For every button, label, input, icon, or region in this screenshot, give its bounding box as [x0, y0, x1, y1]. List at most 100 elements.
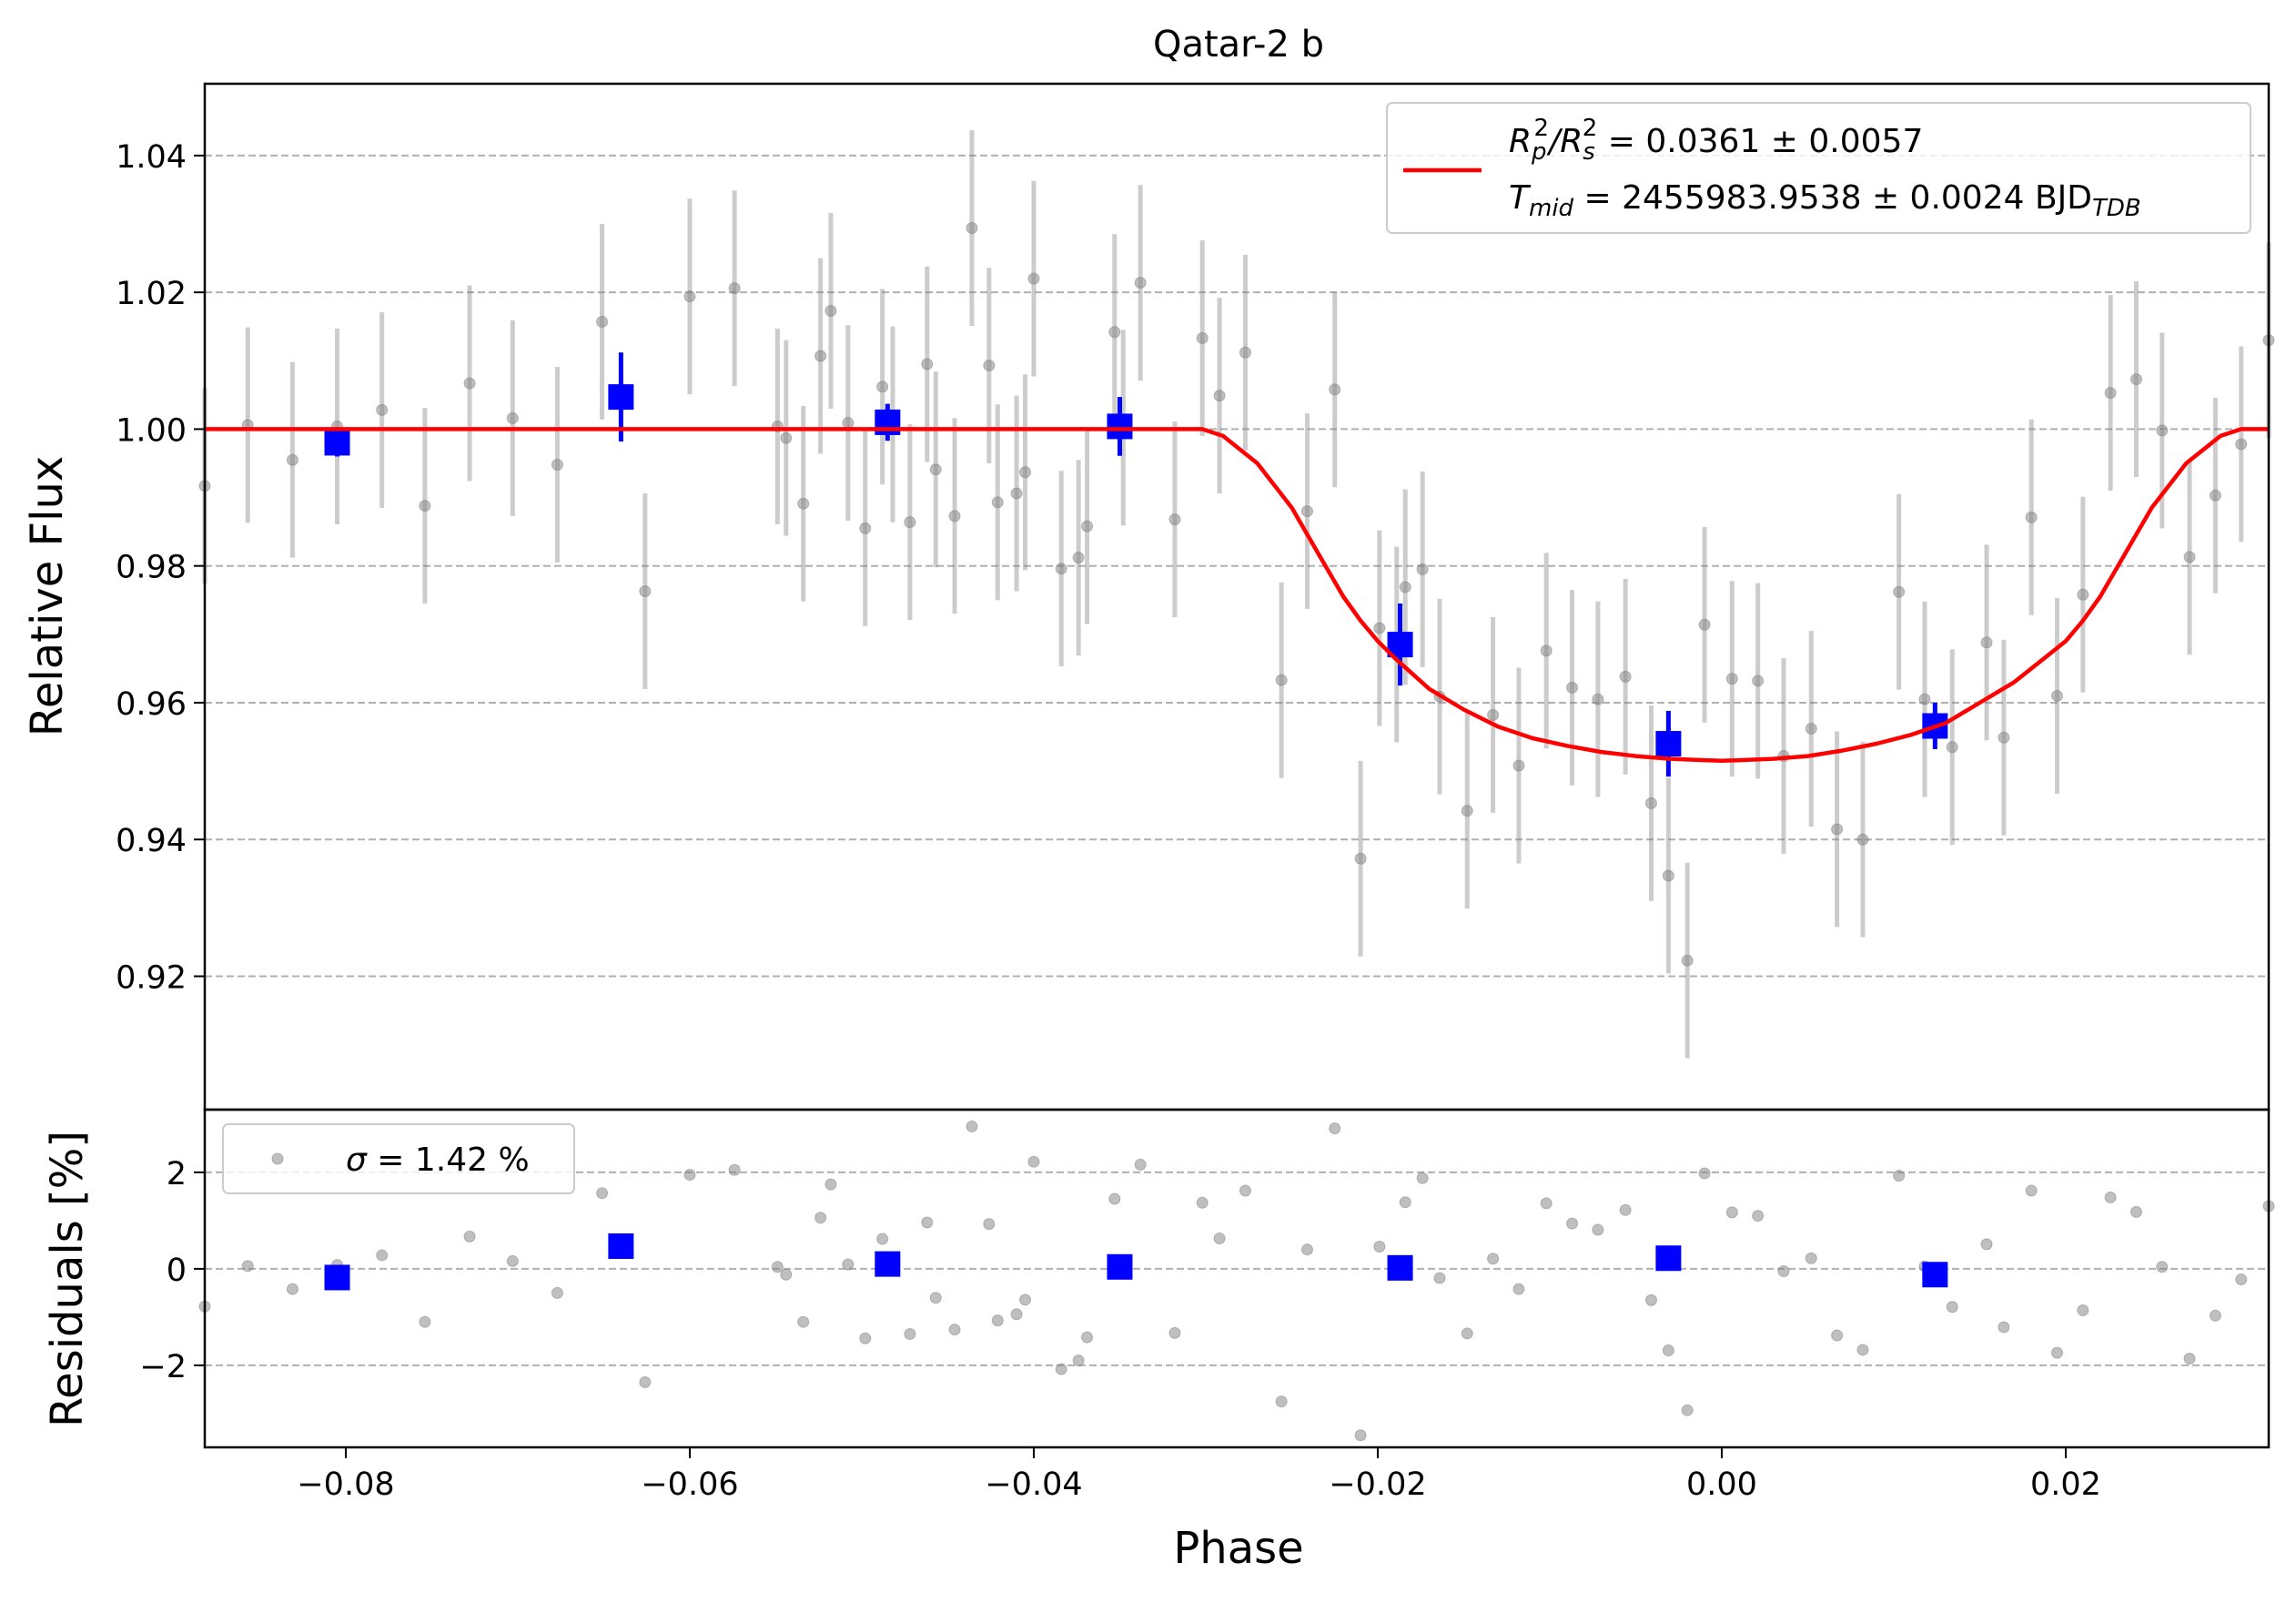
raw-data-point — [824, 304, 837, 317]
raw-data-point — [1946, 741, 1958, 754]
raw-data-point — [2235, 438, 2248, 451]
raw-data-point — [1592, 693, 1604, 705]
raw-data-point — [1893, 585, 1906, 598]
raw-data-point — [2156, 424, 2169, 437]
residual-y-ticks: −2 0 2 — [139, 1156, 205, 1385]
residual-raw-point — [1644, 1294, 1657, 1306]
raw-data-point — [1662, 869, 1674, 882]
raw-data-point — [1644, 796, 1657, 809]
residual-raw-point — [1108, 1192, 1121, 1205]
residual-raw-point — [1027, 1155, 1040, 1168]
raw-data-point — [966, 222, 978, 235]
residual-raw-point — [1777, 1265, 1790, 1278]
main-y-tick-label: 1.04 — [116, 139, 187, 176]
residual-raw-point — [1239, 1184, 1251, 1197]
residual-raw-point — [376, 1249, 389, 1262]
residual-raw-point — [596, 1187, 609, 1200]
residual-raw-point — [419, 1315, 431, 1328]
raw-data-point — [1805, 723, 1817, 736]
raw-data-point — [842, 417, 855, 430]
residual-raw-point — [1946, 1301, 1958, 1314]
binned-data-point — [324, 430, 350, 456]
residual-raw-point — [1893, 1170, 1906, 1182]
residual-raw-point — [921, 1216, 934, 1229]
residual-y-tick-label: 0 — [167, 1253, 187, 1289]
raw-data-point — [1300, 505, 1313, 518]
residual-raw-point — [814, 1212, 827, 1224]
raw-data-point — [1856, 833, 1869, 846]
raw-data-point — [1108, 326, 1121, 339]
raw-data-point — [1010, 487, 1023, 500]
x-tick-label: −0.08 — [297, 1466, 394, 1503]
binned-data-point — [875, 409, 901, 435]
main-y-tick-label: 0.92 — [116, 959, 187, 996]
raw-data-point — [1416, 563, 1429, 575]
raw-data-point — [1072, 552, 1085, 564]
residual-raw-point — [1980, 1238, 1993, 1251]
x-tick-label: 0.02 — [2030, 1466, 2101, 1503]
legend-sigma-label: σ = 1.42 % — [346, 1141, 530, 1179]
residual-raw-point — [2235, 1273, 2248, 1286]
raw-data-point — [596, 315, 609, 328]
residual-raw-point — [1433, 1272, 1446, 1284]
x-axis-label: Phase — [1173, 1523, 1303, 1574]
residual-raw-point — [551, 1286, 563, 1299]
residual-binned-point — [1107, 1253, 1133, 1280]
residual-raw-point — [2209, 1309, 2221, 1322]
residual-raw-point — [1512, 1283, 1525, 1295]
residual-raw-point — [1196, 1196, 1209, 1209]
residual-binned-point — [875, 1251, 901, 1277]
residual-raw-point — [463, 1230, 476, 1243]
binned-data-point — [1655, 731, 1682, 757]
residual-raw-point — [2104, 1191, 2117, 1203]
raw-data-point — [1619, 670, 1632, 683]
residual-binned-points — [324, 1233, 1948, 1291]
raw-data-point — [1566, 681, 1579, 694]
residual-raw-point — [983, 1218, 996, 1231]
residual-raw-point — [1662, 1344, 1674, 1356]
raw-data-point — [780, 431, 793, 444]
x-tick-label: −0.02 — [1329, 1466, 1426, 1503]
residual-raw-point — [1831, 1329, 1844, 1342]
raw-data-point — [1698, 618, 1711, 631]
raw-data-point — [1461, 805, 1473, 817]
raw-data-point — [551, 458, 563, 471]
raw-data-point — [286, 453, 298, 466]
transit-model-line — [205, 427, 2269, 764]
residual-binned-point — [608, 1233, 634, 1259]
raw-data-point — [1213, 390, 1226, 402]
residual-raw-point — [1072, 1354, 1085, 1367]
raw-data-point — [876, 380, 889, 393]
residual-raw-point — [1019, 1294, 1032, 1306]
residual-raw-point — [1354, 1429, 1367, 1442]
residual-raw-point — [1373, 1241, 1386, 1253]
residual-raw-point — [1416, 1172, 1429, 1184]
raw-data-point — [506, 411, 519, 424]
residual-raw-point — [1619, 1203, 1632, 1216]
raw-data-point — [991, 496, 1004, 509]
main-legend-box — [1386, 102, 2251, 234]
residual-raw-point — [1540, 1197, 1553, 1210]
residual-raw-point — [1399, 1196, 1411, 1209]
raw-data-point — [904, 516, 916, 529]
binned-data-point — [1107, 413, 1133, 440]
residual-raw-point — [904, 1327, 916, 1340]
residual-raw-point — [1805, 1252, 1817, 1264]
raw-data-point — [1196, 331, 1209, 344]
residual-y-axis-label: Residuals [%] — [42, 1131, 93, 1427]
main-y-tick-label: 1.02 — [116, 276, 187, 312]
residual-legend: σ = 1.42 % — [222, 1123, 575, 1194]
residual-raw-point — [2025, 1184, 2038, 1197]
binned-data-point — [608, 384, 634, 411]
residual-raw-point — [1752, 1210, 1765, 1223]
residual-binned-point — [324, 1264, 350, 1291]
legend-tmid-label: Tmid = 2455983.9538 ± 0.0024 BJDTDB — [1509, 179, 2141, 222]
raw-data-point — [419, 500, 431, 512]
raw-data-point — [376, 403, 389, 416]
raw-data-point — [1329, 383, 1341, 396]
residual-raw-point — [1300, 1243, 1313, 1256]
residuals-panel: −2 0 2 −0.08 −0.06 −0.04 −0.02 0.00 0.02 Residu… — [42, 1108, 2275, 1574]
raw-data-point — [1831, 823, 1844, 836]
raw-data-point — [1918, 693, 1931, 705]
